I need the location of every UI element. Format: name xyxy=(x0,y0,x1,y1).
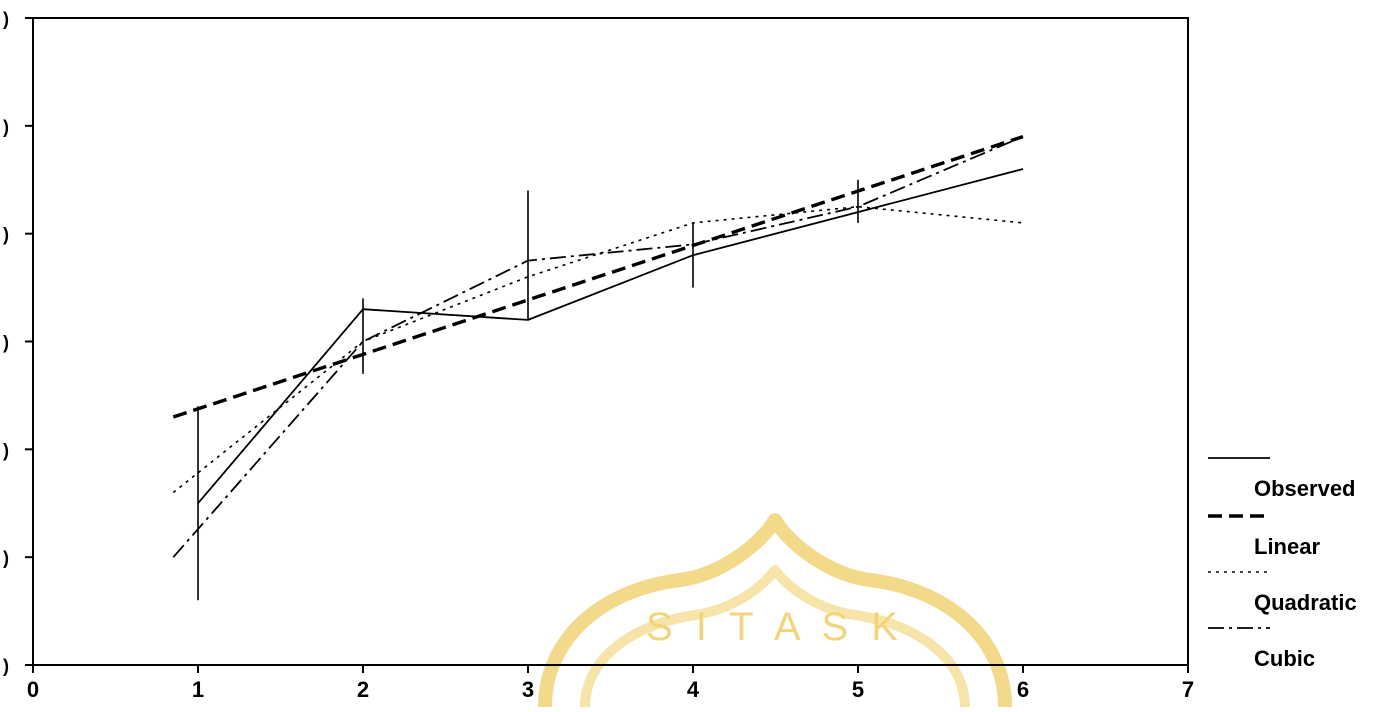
plot-frame xyxy=(32,17,1189,666)
y-tick-label: ) xyxy=(3,440,9,460)
series-lines xyxy=(172,134,1024,558)
x-tick-label: 0 xyxy=(27,677,39,702)
legend-label-quadratic: Quadratic xyxy=(1254,590,1357,615)
legend-label-observed: Observed xyxy=(1254,476,1356,501)
plot-axes xyxy=(25,17,1189,673)
x-tick-label: 3 xyxy=(522,677,534,702)
x-tick-label: 7 xyxy=(1182,677,1194,702)
x-tick-label: 6 xyxy=(1017,677,1029,702)
series-line-observed xyxy=(197,168,1024,504)
series-line-linear xyxy=(172,134,1024,419)
y-tick-label: ) xyxy=(3,548,9,568)
legend: Observed Linear Quadratic Cubic xyxy=(1208,457,1357,671)
tick-labels: 0 1 2 3 4 5 6 7))))))) xyxy=(3,9,1194,702)
series-line-cubic xyxy=(172,135,1024,558)
x-tick-label: 5 xyxy=(852,677,864,702)
y-tick-label: ) xyxy=(3,656,9,676)
x-tick-label: 1 xyxy=(192,677,204,702)
legend-label-cubic: Cubic xyxy=(1254,646,1315,671)
watermark-seal-inner xyxy=(580,565,970,708)
y-tick-label: ) xyxy=(3,333,9,353)
series-line-quadratic xyxy=(172,205,1024,494)
legend-label-linear: Linear xyxy=(1254,534,1320,559)
y-tick-label: ) xyxy=(3,225,9,245)
y-tick-label: ) xyxy=(3,117,9,137)
watermark: S I T A S K xyxy=(538,513,1012,708)
x-tick-label: 2 xyxy=(357,677,369,702)
watermark-seal-outer xyxy=(538,513,1012,708)
watermark-text: S I T A S K xyxy=(646,605,904,649)
x-tick-label: 4 xyxy=(687,677,700,702)
y-tick-label: ) xyxy=(3,9,9,29)
